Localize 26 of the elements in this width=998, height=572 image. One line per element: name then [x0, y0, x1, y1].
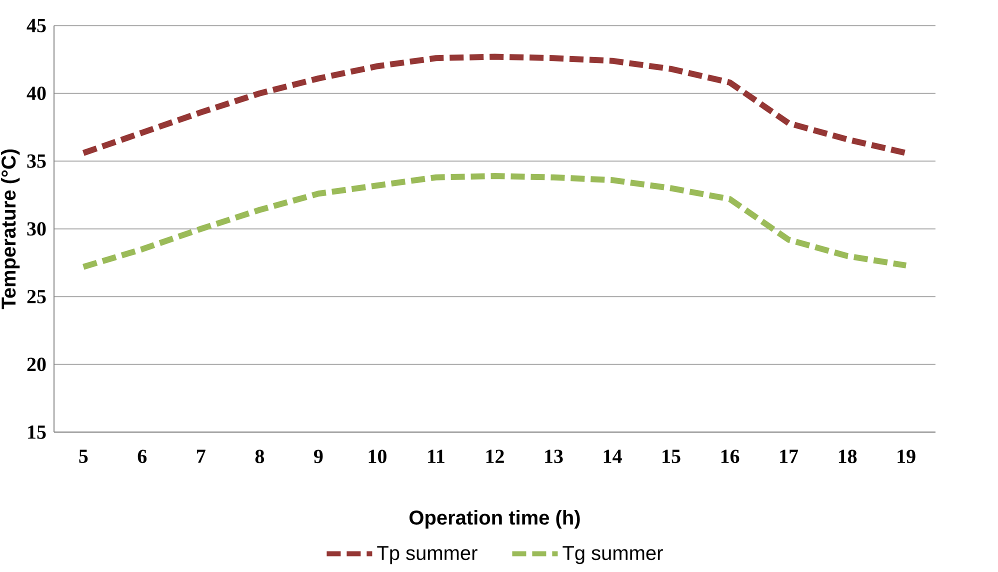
- x-tick-label: 5: [79, 450, 88, 464]
- y-tick-label: 25: [27, 290, 46, 304]
- y-tick-label: 30: [27, 222, 46, 236]
- x-tick-label: 13: [545, 450, 563, 464]
- x-tick-label: 8: [255, 450, 264, 464]
- x-axis-title: Operation time (h): [410, 510, 580, 529]
- x-tick-label: 18: [838, 450, 857, 464]
- x-tick-label: 7: [197, 450, 206, 464]
- y-tick-label: 20: [27, 358, 46, 372]
- x-tick-label: 12: [486, 450, 504, 464]
- x-tick-label: 16: [721, 450, 740, 464]
- x-tick-label: 19: [898, 450, 916, 464]
- y-tick-label: 45: [26, 19, 46, 32]
- y-tick-label: 35: [27, 154, 46, 168]
- x-tick-label: 14: [604, 450, 622, 464]
- legend-label: Tg summer: [562, 546, 663, 564]
- x-tick-label: 11: [428, 450, 444, 464]
- y-tick-label: 15: [28, 426, 46, 440]
- y-tick-label: 40: [26, 86, 46, 100]
- y-axis-title: Temperature (°C): [1, 150, 20, 310]
- x-tick-label: 15: [662, 450, 680, 464]
- x-tick-label: 10: [368, 450, 386, 464]
- x-tick-label: 17: [780, 450, 798, 464]
- x-tick-label: 9: [314, 450, 323, 464]
- x-tick-label: 6: [138, 450, 147, 464]
- legend-label: Tp summer: [377, 546, 478, 564]
